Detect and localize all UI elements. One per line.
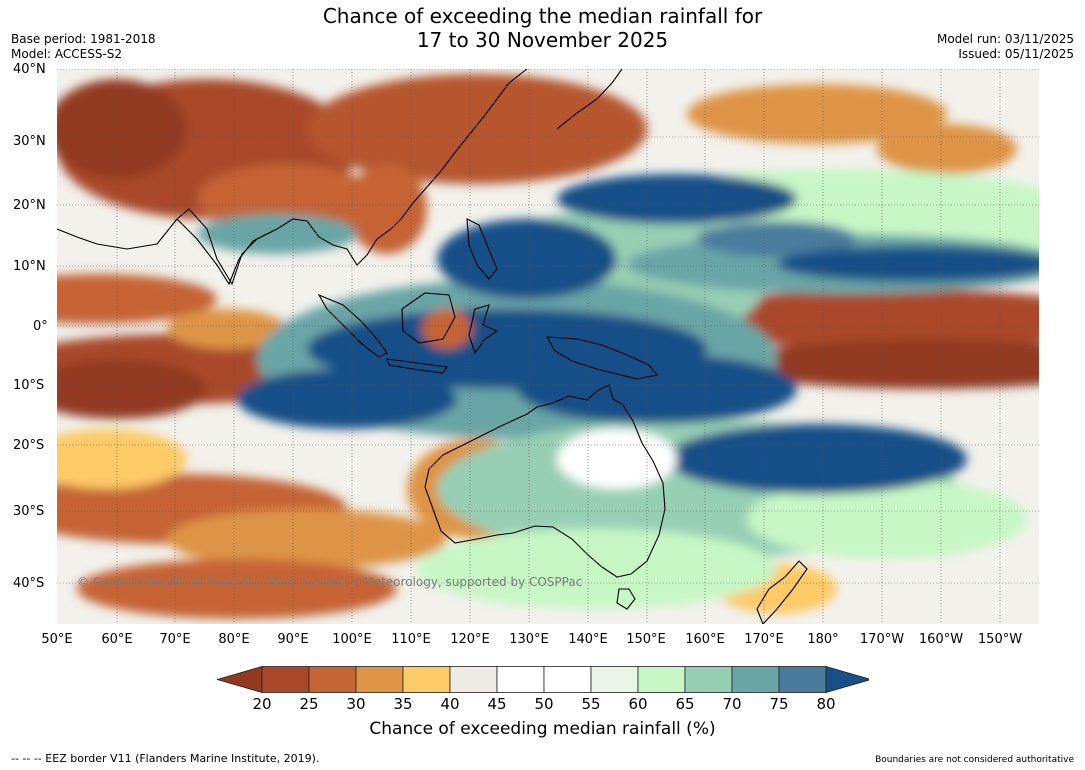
colorbar-segment xyxy=(684,666,733,693)
colorbar-tick-label: 20 xyxy=(252,695,272,713)
lon-label: 140°E xyxy=(568,632,608,647)
new-zealand-coastline xyxy=(756,560,808,624)
colorbar-tick-label: 80 xyxy=(816,695,836,713)
lat-label: 10°S xyxy=(13,378,45,393)
colorbar-tick-label: 70 xyxy=(722,695,742,713)
lon-label: 170°E xyxy=(744,632,784,647)
colorbar xyxy=(215,665,873,694)
lat-label: 40°S xyxy=(13,576,45,591)
colorbar-segment xyxy=(449,666,498,693)
lat-label: 10°N xyxy=(13,259,46,274)
colorbar-segment xyxy=(402,666,451,693)
model-run: Model run: 03/11/2025 xyxy=(936,32,1074,46)
colorbar-tick-label: 45 xyxy=(487,695,507,713)
colorbar-segment xyxy=(261,666,310,693)
tasmania-coastline xyxy=(616,588,636,610)
colorbar-arrow-low xyxy=(215,665,263,694)
colorbar-tick-label: 65 xyxy=(675,695,695,713)
lon-label: 80°E xyxy=(218,632,250,647)
colorbar-segment xyxy=(496,666,545,693)
lat-label: 30°N xyxy=(13,134,46,149)
sumatra-coastline xyxy=(317,293,388,358)
colorbar-tick-label: 35 xyxy=(393,695,413,713)
asia-coastline xyxy=(57,69,528,286)
colorbar-tick-label: 55 xyxy=(581,695,601,713)
colorbar-segment xyxy=(355,666,404,693)
colorbar-legend xyxy=(215,665,873,694)
colorbar-segment xyxy=(543,666,592,693)
lon-label: 160°W xyxy=(918,632,964,647)
lon-label: 150°E xyxy=(626,632,666,647)
colorbar-tick-label: 30 xyxy=(346,695,366,713)
lat-label: 30°S xyxy=(13,504,45,519)
lon-label: 160°E xyxy=(685,632,725,647)
lon-label: 180° xyxy=(807,632,839,647)
lat-label: 40°N xyxy=(13,62,46,77)
new-guinea-coastline xyxy=(546,336,658,380)
colorbar-arrow-high xyxy=(825,665,873,694)
legend-title: Chance of exceeding median rainfall (%) xyxy=(369,719,716,739)
lon-label: 90°E xyxy=(277,632,309,647)
colorbar-segment xyxy=(731,666,780,693)
title-line-1: Chance of exceeding the median rainfall … xyxy=(322,4,763,28)
model-name: Model: ACCESS-S2 xyxy=(11,47,123,61)
eez-note: -- -- -- EEZ border V11 (Flanders Marine… xyxy=(11,752,320,765)
map-canvas xyxy=(57,69,1039,624)
rainfall-map xyxy=(57,69,1039,624)
colorbar-tick-label: 60 xyxy=(628,695,648,713)
map-title: Chance of exceeding the median rainfall … xyxy=(0,4,1085,52)
sulawesi-coastline xyxy=(468,304,499,355)
issued-date: Issued: 05/11/2025 xyxy=(958,47,1074,61)
lat-label: 0° xyxy=(33,319,48,334)
australia-coastline xyxy=(424,384,666,578)
lon-label: 110°E xyxy=(391,632,431,647)
model-info: Base period: 1981-2018 Model: ACCESS-S2 xyxy=(11,32,156,62)
colorbar-tick-label: 40 xyxy=(440,695,460,713)
borneo-coastline xyxy=(401,292,456,344)
colorbar-tick-label: 50 xyxy=(534,695,554,713)
india-coastline xyxy=(176,218,274,286)
lat-label: 20°S xyxy=(13,438,45,453)
colorbar-segment xyxy=(308,666,357,693)
base-period: Base period: 1981-2018 xyxy=(11,32,156,46)
lon-label: 170°W xyxy=(859,632,905,647)
title-line-2: 17 to 30 November 2025 xyxy=(416,28,669,52)
lon-label: 130°E xyxy=(509,632,549,647)
colorbar-tick-label: 75 xyxy=(769,695,789,713)
issue-info: Model run: 03/11/2025 Issued: 05/11/2025 xyxy=(937,32,1074,62)
japan-coastline xyxy=(556,69,623,130)
lon-label: 50°E xyxy=(41,632,73,647)
lon-label: 120°E xyxy=(450,632,490,647)
java-coastline xyxy=(386,358,448,374)
colorbar-segment xyxy=(778,666,827,693)
lat-label: 20°N xyxy=(13,198,46,213)
disclaimer: Boundaries are not considered authoritat… xyxy=(875,755,1074,765)
philippines-coastline xyxy=(466,218,498,280)
colorbar-tick-label: 25 xyxy=(299,695,319,713)
lon-label: 70°E xyxy=(159,632,191,647)
copyright-notice: © Commonwealth of Australia 2025, Bureau… xyxy=(77,575,583,589)
lon-label: 150°W xyxy=(977,632,1023,647)
colorbar-segment xyxy=(590,666,639,693)
lon-label: 60°E xyxy=(101,632,133,647)
colorbar-segment xyxy=(637,666,686,693)
lon-label: 100°E xyxy=(332,632,372,647)
